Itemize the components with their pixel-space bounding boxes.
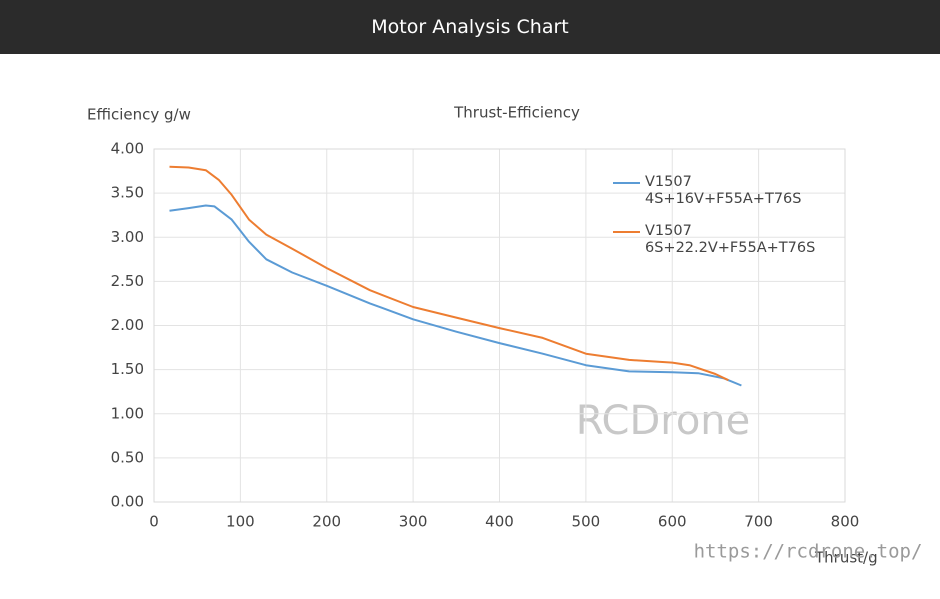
header-title: Motor Analysis Chart <box>0 0 940 54</box>
y-tick-label: 3.50 <box>111 184 144 202</box>
y-tick-label: 2.00 <box>111 316 144 334</box>
y-tick-label: 1.00 <box>111 404 144 422</box>
series-line <box>169 204 742 387</box>
y-axis-label: Efficiency g/w <box>87 106 191 124</box>
y-tick-label: 1.50 <box>111 360 144 378</box>
x-tick-label: 200 <box>312 513 341 531</box>
y-tick-label: 0.50 <box>111 448 144 466</box>
series-line <box>169 165 729 382</box>
x-tick-label: 400 <box>485 513 514 531</box>
chart-panel <box>0 54 940 599</box>
x-tick-label: 800 <box>831 513 860 531</box>
y-tick-label: 4.00 <box>111 140 144 158</box>
plot-border <box>153 148 846 503</box>
x-tick-label: 0 <box>149 513 159 531</box>
y-tick-label: 2.50 <box>111 272 144 290</box>
chart-title: Thrust-Efficiency <box>453 104 580 122</box>
y-tick-label: 0.00 <box>111 493 144 511</box>
watermark: RCDrone <box>576 398 751 444</box>
legend-label: V1507 4S+16V+F55A+T76S <box>645 174 802 207</box>
x-tick-label: 100 <box>226 513 255 531</box>
x-tick-label: 600 <box>658 513 687 531</box>
x-axis-label: Thrust/g <box>814 549 878 567</box>
x-tick-label: 500 <box>572 513 601 531</box>
url-watermark: https://rcdrone.top/ <box>694 541 923 563</box>
x-tick-label: 700 <box>744 513 773 531</box>
x-tick-label: 300 <box>399 513 428 531</box>
y-tick-label: 3.00 <box>111 228 144 246</box>
legend-label: V1507 6S+22.2V+F55A+T76S <box>645 223 816 256</box>
